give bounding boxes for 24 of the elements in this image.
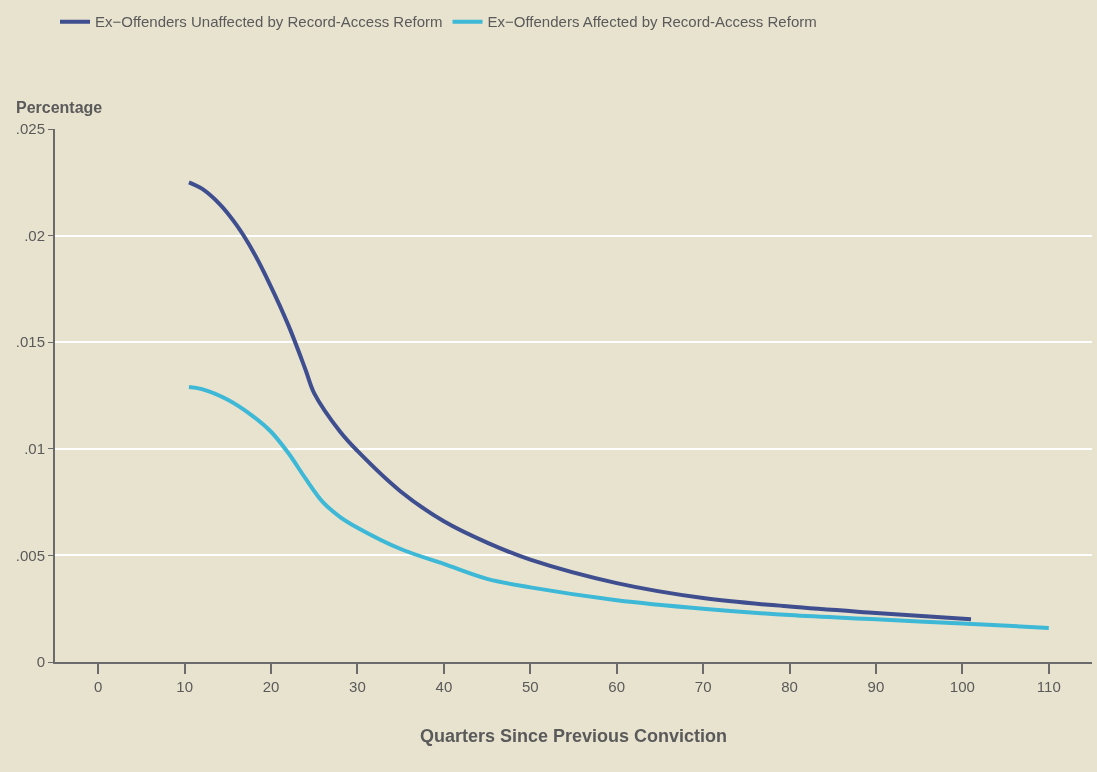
x-tick-label: 90: [867, 678, 885, 695]
line-series: [186, 180, 974, 622]
x-tick-label: 40: [435, 678, 453, 695]
x-tick-label: 50: [521, 678, 539, 695]
legend-label: Ex−Offenders Affected by Record-Access Reform: [487, 13, 817, 31]
x-axis-title: Quarters Since Previous Conviction: [419, 725, 728, 746]
y-tick-label: 0: [36, 653, 45, 671]
y-tick-label: .015: [15, 333, 45, 351]
x-tick-label: 80: [781, 678, 798, 695]
x-tick-label: 60: [608, 678, 626, 695]
x-tick-label: 110: [1036, 678, 1061, 695]
y-tick-label: .005: [15, 546, 45, 564]
x-tick-label: 10: [176, 678, 193, 695]
y-axis-title: Percentage: [16, 99, 103, 116]
x-tick-label: 30: [349, 678, 366, 695]
y-tick-label: .02: [24, 226, 45, 244]
x-tick-label: 0: [94, 678, 103, 695]
line-series: [186, 384, 1051, 630]
x-tick-label: 100: [949, 678, 975, 695]
y-tick-label: .01: [24, 440, 45, 458]
x-tick-label: 70: [694, 678, 712, 695]
legend-label: Ex−Offenders Unaffected by Record-Access Reform: [95, 13, 443, 31]
y-tick-label: .025: [15, 120, 45, 138]
x-tick-label: 20: [262, 678, 280, 695]
